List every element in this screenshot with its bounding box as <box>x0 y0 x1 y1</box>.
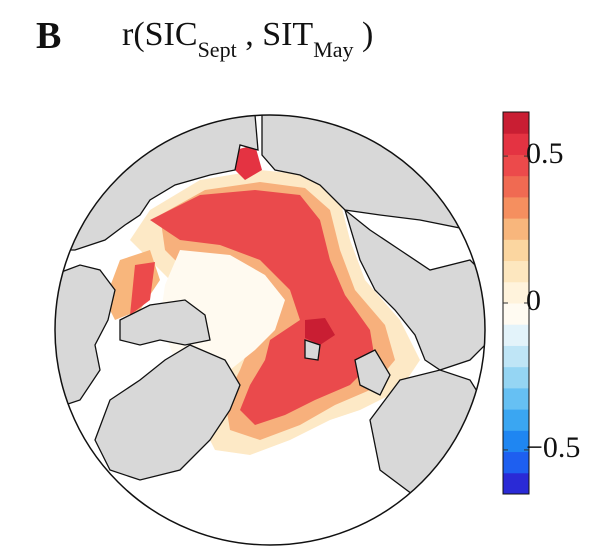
map-title: r(SICSept , SITMay ) <box>122 16 374 62</box>
colorbar-segment <box>503 387 529 410</box>
field-core-red <box>150 190 375 425</box>
land-siberia-arc <box>343 208 485 371</box>
title-sub-may: May <box>313 37 354 62</box>
field-dark-patch <box>305 318 335 345</box>
colorbar <box>502 111 530 495</box>
field-strait <box>130 262 155 315</box>
colorbar-tick-label: −0.5 <box>526 430 581 464</box>
colorbar-segment <box>503 451 529 474</box>
colorbar-segment <box>503 409 529 431</box>
correlation-field <box>105 145 420 455</box>
colorbar-segment <box>503 175 529 198</box>
colorbar-segment <box>503 366 529 389</box>
colorbar-segment <box>503 430 529 453</box>
colorbar-segment <box>503 472 529 495</box>
colorbar-segment <box>503 218 529 240</box>
land-greenland <box>94 344 241 481</box>
land-svalbard <box>304 339 321 361</box>
panel-letter: B <box>36 15 62 57</box>
colorbar-tick-label: 0.5 <box>526 137 564 171</box>
land-archipelago <box>119 299 211 346</box>
colorbar-segment <box>503 281 529 304</box>
colorbar-segment <box>503 239 529 262</box>
colorbar-segment <box>503 260 529 283</box>
title-prefix: r(SIC <box>122 16 198 53</box>
colorbar-segment <box>503 154 529 177</box>
title-suffix: ) <box>353 16 374 53</box>
colorbar-tick-label: 0 <box>526 284 541 317</box>
field-bering <box>235 145 262 180</box>
title-mid: , SIT <box>236 16 314 53</box>
colorbar-segment <box>503 133 529 155</box>
colorbar-segment <box>503 303 529 325</box>
colorbar-segment <box>503 345 529 368</box>
colorbar-segment <box>503 112 529 134</box>
map-content <box>55 115 485 501</box>
colorbar-segment <box>503 196 529 219</box>
map-disk-outline <box>54 114 486 546</box>
title-sub-sept: Sept <box>197 37 237 62</box>
land-novaya <box>354 349 391 396</box>
colorbar-segment <box>503 324 529 346</box>
